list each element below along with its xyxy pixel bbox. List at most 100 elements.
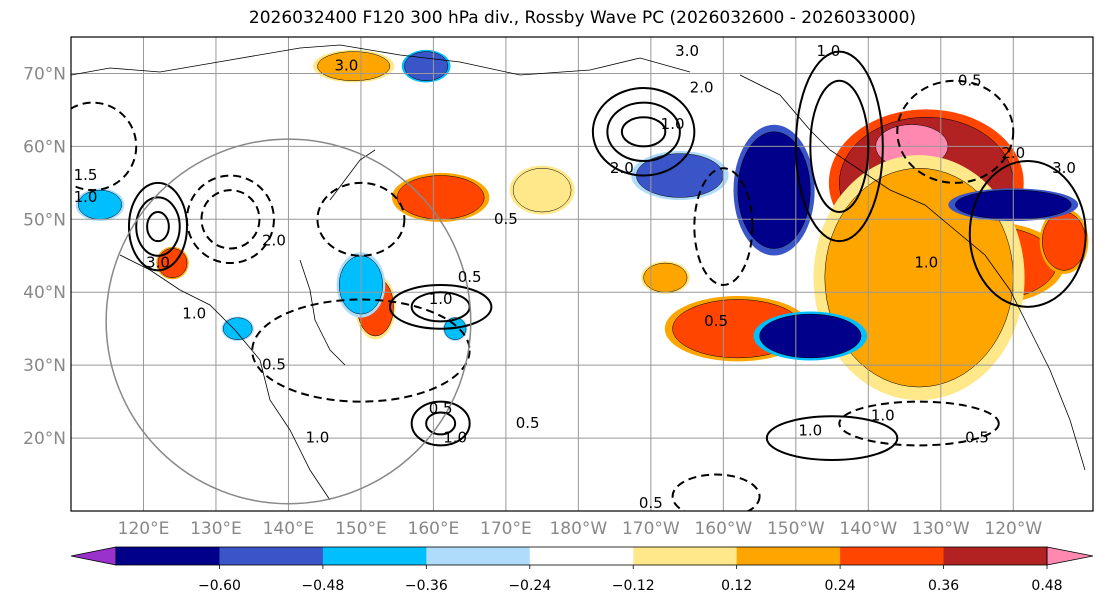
colorbar-tick-label: −0.24 bbox=[508, 578, 551, 594]
colorbar-extend-high bbox=[1046, 546, 1094, 566]
contour-label: 3.0 bbox=[335, 57, 359, 75]
contour-negative bbox=[671, 473, 761, 511]
colorbar-segment bbox=[633, 547, 738, 565]
coastlines bbox=[71, 44, 1086, 501]
contour-label: 3.0 bbox=[675, 42, 699, 60]
contour-negative bbox=[838, 400, 1000, 447]
coast-japan bbox=[299, 259, 346, 366]
lon-tick-label: 170°E bbox=[480, 519, 532, 539]
lat-tick-label: 20°N bbox=[23, 429, 66, 449]
colorbar-segment bbox=[322, 547, 427, 565]
contour-label: 0.5 bbox=[958, 71, 982, 89]
colorbar-tick-label: 0.36 bbox=[928, 578, 959, 594]
shaded-region bbox=[222, 317, 253, 340]
coast-siberia bbox=[71, 44, 691, 76]
lon-tick-label: 150°E bbox=[335, 519, 387, 539]
contour-label: 1.0 bbox=[914, 254, 938, 272]
lon-tick-label: 170°W bbox=[622, 519, 680, 539]
colorbar-segment bbox=[426, 547, 531, 565]
lat-tick-label: 60°N bbox=[23, 137, 66, 157]
latitude-tick-labels: 20°N 30°N 40°N 50°N 60°N 70°N bbox=[23, 64, 66, 449]
coast-alaska bbox=[739, 74, 1086, 471]
colorbar-tick-label: −0.60 bbox=[198, 578, 241, 594]
colorbar-frame bbox=[115, 546, 1048, 566]
lon-tick-label: 160°E bbox=[408, 519, 460, 539]
colorbar-segment bbox=[116, 547, 220, 565]
colorbar-segment bbox=[943, 547, 1048, 565]
lat-tick-label: 30°N bbox=[23, 356, 66, 376]
contour-negative bbox=[71, 101, 138, 192]
lat-tick-label: 40°N bbox=[23, 283, 66, 303]
shaded-region bbox=[759, 313, 862, 359]
contour-positive bbox=[410, 400, 471, 447]
coast-kamchatka bbox=[329, 149, 376, 201]
contour-label: 0.5 bbox=[704, 312, 728, 330]
contour-label: 1.0 bbox=[74, 188, 98, 206]
colorbar-segment bbox=[219, 547, 324, 565]
colorbar-tick-label: −0.12 bbox=[612, 578, 655, 594]
contour-label: 0.5 bbox=[458, 268, 482, 286]
contour-negative bbox=[316, 181, 406, 257]
contour-positive bbox=[809, 79, 870, 214]
colorbar-tick-label: 0.12 bbox=[721, 578, 752, 594]
contour-negative bbox=[251, 298, 471, 403]
contour-label: 0.5 bbox=[262, 356, 286, 374]
contour-label: 1.0 bbox=[443, 429, 467, 447]
contour-positive bbox=[127, 181, 188, 272]
contour-label: 1.5 bbox=[74, 166, 98, 184]
contour-negative bbox=[200, 189, 261, 250]
contour-label: 2.0 bbox=[262, 232, 286, 250]
contour-label: 2.0 bbox=[610, 159, 634, 177]
shaded-region bbox=[643, 262, 688, 293]
shaded-region bbox=[512, 168, 572, 213]
coast-asia bbox=[119, 254, 331, 501]
contour-label: 1.0 bbox=[817, 42, 841, 60]
contour-label: 2.0 bbox=[690, 79, 714, 97]
map-frame bbox=[70, 36, 1094, 512]
contour-label: 1.0 bbox=[429, 290, 453, 308]
contour-label: 3.0 bbox=[1052, 159, 1076, 177]
colorbar-extend-low bbox=[70, 546, 117, 566]
lon-tick-label: 120°W bbox=[984, 519, 1042, 539]
chart-title: 2026032400 F120 300 hPa div., Rossby Wav… bbox=[248, 8, 917, 28]
colorbar-tick-label: −0.36 bbox=[405, 578, 448, 594]
contour-label: 1.0 bbox=[871, 407, 895, 425]
contour-label: 0.5 bbox=[639, 494, 663, 512]
contour-positive bbox=[135, 196, 181, 257]
contour-negative bbox=[185, 174, 275, 265]
contour-negative bbox=[693, 167, 754, 286]
lon-tick-label: 140°E bbox=[263, 519, 315, 539]
shaded-region bbox=[1042, 211, 1087, 271]
colorbar-tick-label: 0.24 bbox=[825, 578, 856, 594]
contour-positive bbox=[620, 116, 667, 148]
domain-circle bbox=[105, 138, 472, 505]
contour-label-layer: 1.0 3.0 2.0 1.0 2.0 0.5 0.5 1.0 3.0 2.0 3.0 1.5 1.0 0… bbox=[74, 42, 1076, 512]
contour-label: 1.0 bbox=[306, 429, 330, 447]
longitude-tick-labels: 120°E 130°E 140°E 150°E 160°E 170°E 180°W 170°W… bbox=[118, 519, 1043, 539]
contour-positive bbox=[765, 415, 899, 461]
contour-negative bbox=[896, 79, 1015, 184]
colorbar-segment bbox=[840, 547, 945, 565]
contour-label: 1.0 bbox=[661, 115, 685, 133]
lon-tick-label: 180°W bbox=[549, 519, 607, 539]
contour-label: 1.0 bbox=[798, 421, 822, 439]
contour-positive bbox=[794, 50, 884, 243]
lon-tick-label: 130°W bbox=[912, 519, 970, 539]
lon-tick-label: 130°E bbox=[190, 519, 242, 539]
colorbar: −0.60 −0.48 −0.36 −0.24 −0.12 0.12 0.24 0.36 0.4… bbox=[70, 546, 1094, 594]
colorbar-tick-label: −0.48 bbox=[301, 578, 344, 594]
contour-positive bbox=[591, 87, 696, 177]
lat-tick-label: 50°N bbox=[23, 210, 66, 230]
colorbar-segment bbox=[736, 547, 841, 565]
contour-positive bbox=[968, 159, 1087, 308]
shaded-region bbox=[737, 131, 811, 249]
lon-tick-label: 140°W bbox=[839, 519, 897, 539]
shaded-region bbox=[396, 175, 485, 220]
lat-tick-label: 70°N bbox=[23, 64, 66, 84]
contour-label: 1.0 bbox=[182, 305, 206, 323]
contour-label: 3.0 bbox=[146, 254, 170, 272]
contour-positive bbox=[425, 411, 457, 436]
contour-label: 0.5 bbox=[429, 399, 453, 417]
lon-tick-label: 160°W bbox=[694, 519, 752, 539]
